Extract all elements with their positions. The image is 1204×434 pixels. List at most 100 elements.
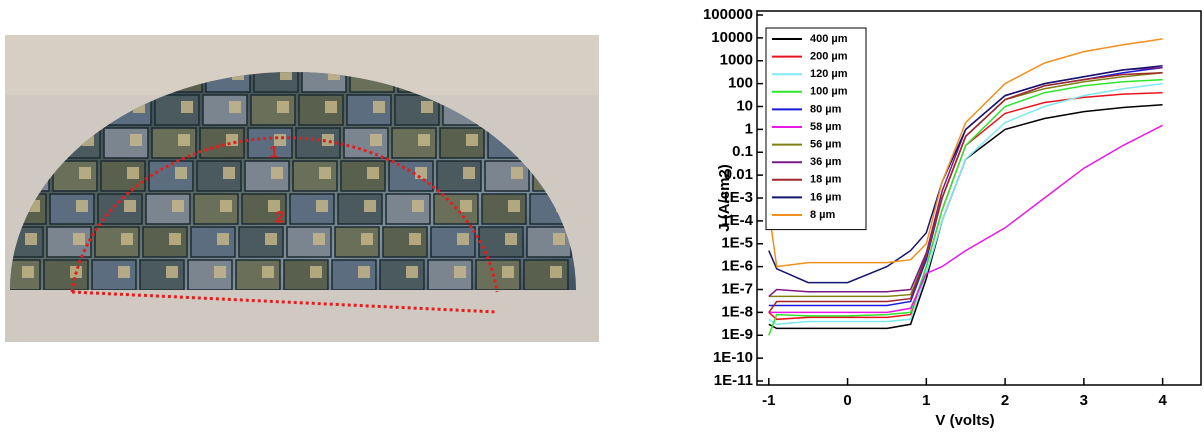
pad (463, 167, 475, 179)
legend-label: 18 µm (810, 174, 842, 186)
pad (175, 167, 187, 179)
pad (409, 233, 421, 245)
series-line (768, 38, 1163, 268)
legend-label: 58 µm (810, 121, 842, 133)
pad (421, 101, 433, 113)
pad (457, 233, 469, 245)
pad (370, 134, 382, 146)
pad (361, 233, 373, 245)
y-tick-label: 1000 (720, 52, 753, 69)
pad (229, 101, 241, 113)
pad (73, 233, 85, 245)
die (151, 127, 197, 159)
pad (127, 167, 139, 179)
pad (328, 72, 340, 80)
pad (460, 200, 472, 212)
pad (325, 101, 337, 113)
pad (76, 200, 88, 212)
pad (220, 200, 232, 212)
region-outline (71, 290, 498, 314)
y-tick-label: 1 (745, 120, 753, 137)
series-line (768, 78, 1163, 336)
pad (121, 233, 133, 245)
pad (418, 134, 430, 146)
x-tick-label: 0 (843, 392, 851, 409)
legend-label: 100 µm (810, 86, 848, 98)
pad (79, 167, 91, 179)
pad (271, 167, 283, 179)
series-line (768, 71, 1163, 313)
y-tick-label: 1E-7 (721, 280, 753, 297)
pad (124, 200, 136, 212)
region-label: 2 (275, 207, 284, 226)
pad (172, 200, 184, 212)
series-line (768, 124, 1163, 314)
pad (22, 266, 34, 278)
wafer-photo: 1 2 (5, 35, 599, 342)
pad (169, 233, 181, 245)
y-tick-label: 1E-10 (713, 349, 753, 366)
series-line (768, 65, 1163, 284)
y-tick-label: 1E-8 (721, 303, 753, 320)
legend-label: 80 µm (810, 103, 842, 115)
pad (373, 101, 385, 113)
y-tick-label: 1E-9 (721, 326, 753, 343)
pad (178, 134, 190, 146)
die (52, 160, 98, 192)
legend-label: 36 µm (810, 156, 842, 168)
x-tick-label: 4 (1158, 392, 1167, 409)
pad (130, 134, 142, 146)
legend-label: 56 µm (810, 139, 842, 151)
pad (319, 167, 331, 179)
region-outline (70, 136, 499, 293)
y-tick-label: 1E-3 (721, 189, 753, 206)
y-tick-label: 10 (736, 97, 753, 114)
pad (268, 200, 280, 212)
pad (166, 266, 178, 278)
pad (511, 167, 523, 179)
pad (412, 200, 424, 212)
pad (316, 200, 328, 212)
y-tick-label: 1E-11 (714, 372, 753, 389)
pad (367, 167, 379, 179)
pad (265, 233, 277, 245)
pad (313, 233, 325, 245)
chart: J (A/cm2) V (volts) 10000010000100010010… (703, 6, 1202, 429)
pad (358, 266, 370, 278)
pad (181, 101, 193, 113)
series-line (768, 82, 1163, 326)
legend-label: 16 µm (810, 191, 842, 203)
legend-label: 120 µm (810, 68, 848, 80)
x-tick-label: -1 (762, 392, 775, 409)
die (475, 259, 521, 290)
die (481, 193, 527, 225)
y-tick-label: 1E-6 (721, 258, 753, 275)
pad (466, 134, 478, 146)
pad (223, 167, 235, 179)
pad (364, 200, 376, 212)
y-tick-label: 1E-5 (721, 235, 753, 252)
pad (277, 101, 289, 113)
pad (214, 266, 226, 278)
die (526, 226, 572, 258)
pad (502, 266, 514, 278)
pad (262, 266, 274, 278)
die (241, 193, 287, 225)
legend-label: 200 µm (810, 51, 848, 63)
legend-box (765, 27, 867, 231)
pad (280, 72, 292, 80)
x-tick-label: 3 (1080, 392, 1088, 409)
y-axis-title: J (A/cm2) (716, 164, 733, 232)
region-label: 1 (269, 142, 278, 161)
y-tick-label: 0.1 (732, 143, 753, 160)
pad (415, 167, 427, 179)
y-tick-label: 100 (728, 75, 753, 92)
pad (406, 266, 418, 278)
die (202, 94, 248, 126)
pad (217, 233, 229, 245)
pad (505, 233, 517, 245)
pad (508, 200, 520, 212)
y-tick-label: 10000 (711, 29, 753, 46)
